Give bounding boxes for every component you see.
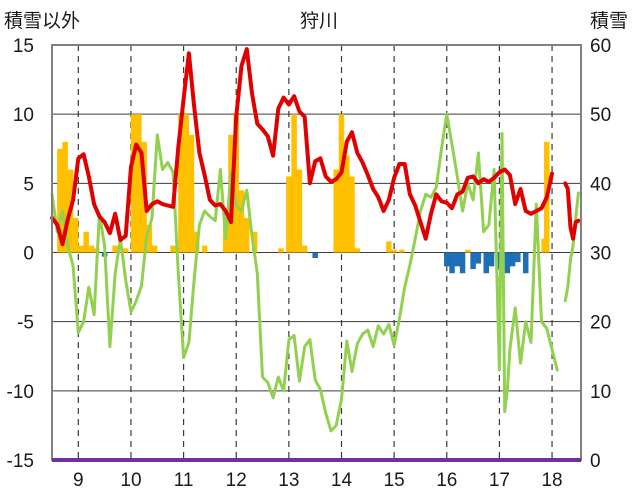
bar-39 [333,169,339,253]
left-tick-label-1: 10 [13,105,34,126]
bar-0 [57,148,63,253]
right-tick-label-0: 60 [590,36,611,57]
bar-37 [312,252,318,259]
left-tick-label-3: 0 [23,244,34,265]
bar-26 [233,114,239,253]
lines [50,47,581,433]
bar-41 [344,155,350,253]
bar-59 [475,252,482,264]
right-tick-label-1: 50 [590,105,611,126]
bar-53 [444,252,450,267]
bar-47 [391,249,397,253]
x-tick-label-7: 16 [436,470,457,491]
bar-43 [354,248,361,253]
bar-6 [88,245,95,253]
bar-15 [151,245,158,253]
bar-1 [62,141,68,253]
bar-46 [386,241,392,253]
bar-34 [291,114,297,253]
bar-55 [454,252,461,267]
bar-33 [286,176,292,253]
bar-56 [459,252,466,274]
right-axis-label: 積雪 [590,10,628,32]
bar-11 [130,114,137,253]
bar-35 [296,169,303,253]
left-axis-ticks: 15 10 5 0 -5 -10 -15 [7,36,34,472]
bar-29 [251,231,258,253]
bar-66 [522,252,529,274]
bar-4 [78,245,84,253]
x-tick-label-8: 17 [489,470,510,491]
bar-5 [83,231,89,253]
bar-27 [238,190,245,253]
bar-58 [470,252,476,270]
right-tick-label-4: 20 [590,313,611,334]
bar-48 [399,249,405,253]
bar-65 [515,252,521,263]
bar-17 [170,245,176,253]
left-tick-label-4: -5 [17,313,34,334]
bar-12 [136,114,142,253]
x-tick-label-4: 13 [278,470,299,491]
bar-10 [122,248,129,253]
x-tick-label-5: 14 [331,470,353,491]
bar-19 [183,114,189,253]
bar-28 [244,217,250,253]
bar-36 [301,245,308,253]
bar-22 [201,245,208,253]
bar-54 [449,252,455,274]
bar-18 [178,114,184,253]
bar-3 [72,217,79,253]
bar-9 [112,245,118,253]
x-tick-label-6: 15 [384,470,405,491]
bar-64 [509,252,516,267]
bar-61 [488,252,495,267]
left-tick-label-6: -15 [7,451,34,472]
right-tick-label-3: 30 [590,244,611,265]
right-axis-ticks: 60 50 40 30 20 10 0 [590,36,611,472]
bar-42 [349,176,355,253]
x-axis-ticks: 9 10 11 12 13 14 15 16 17 18 [73,470,563,491]
left-tick-label-2: 5 [23,174,34,195]
bar-57 [465,249,471,253]
x-tick-label-1: 10 [120,470,141,491]
bar-63 [504,252,511,274]
series-line-1 [50,112,580,433]
bar-14 [146,224,153,253]
bar-60 [483,252,490,274]
x-tick-label-0: 9 [73,470,84,491]
chart-title: 狩川 [300,10,338,32]
x-tick-label-3: 12 [226,470,247,491]
series-line-0 [50,47,581,247]
left-tick-label-5: -10 [7,382,34,403]
x-tick-label-9: 18 [541,470,562,491]
bar-40 [338,114,345,253]
x-tick-label-2: 11 [174,470,194,491]
left-axis-label: 積雪以外 [4,10,80,32]
right-tick-label-6: 0 [590,451,601,472]
bar-32 [278,248,284,253]
right-tick-label-2: 40 [590,174,611,195]
bar-20 [188,134,195,253]
right-tick-label-5: 10 [590,382,611,403]
left-tick-label-0: 15 [13,36,34,57]
